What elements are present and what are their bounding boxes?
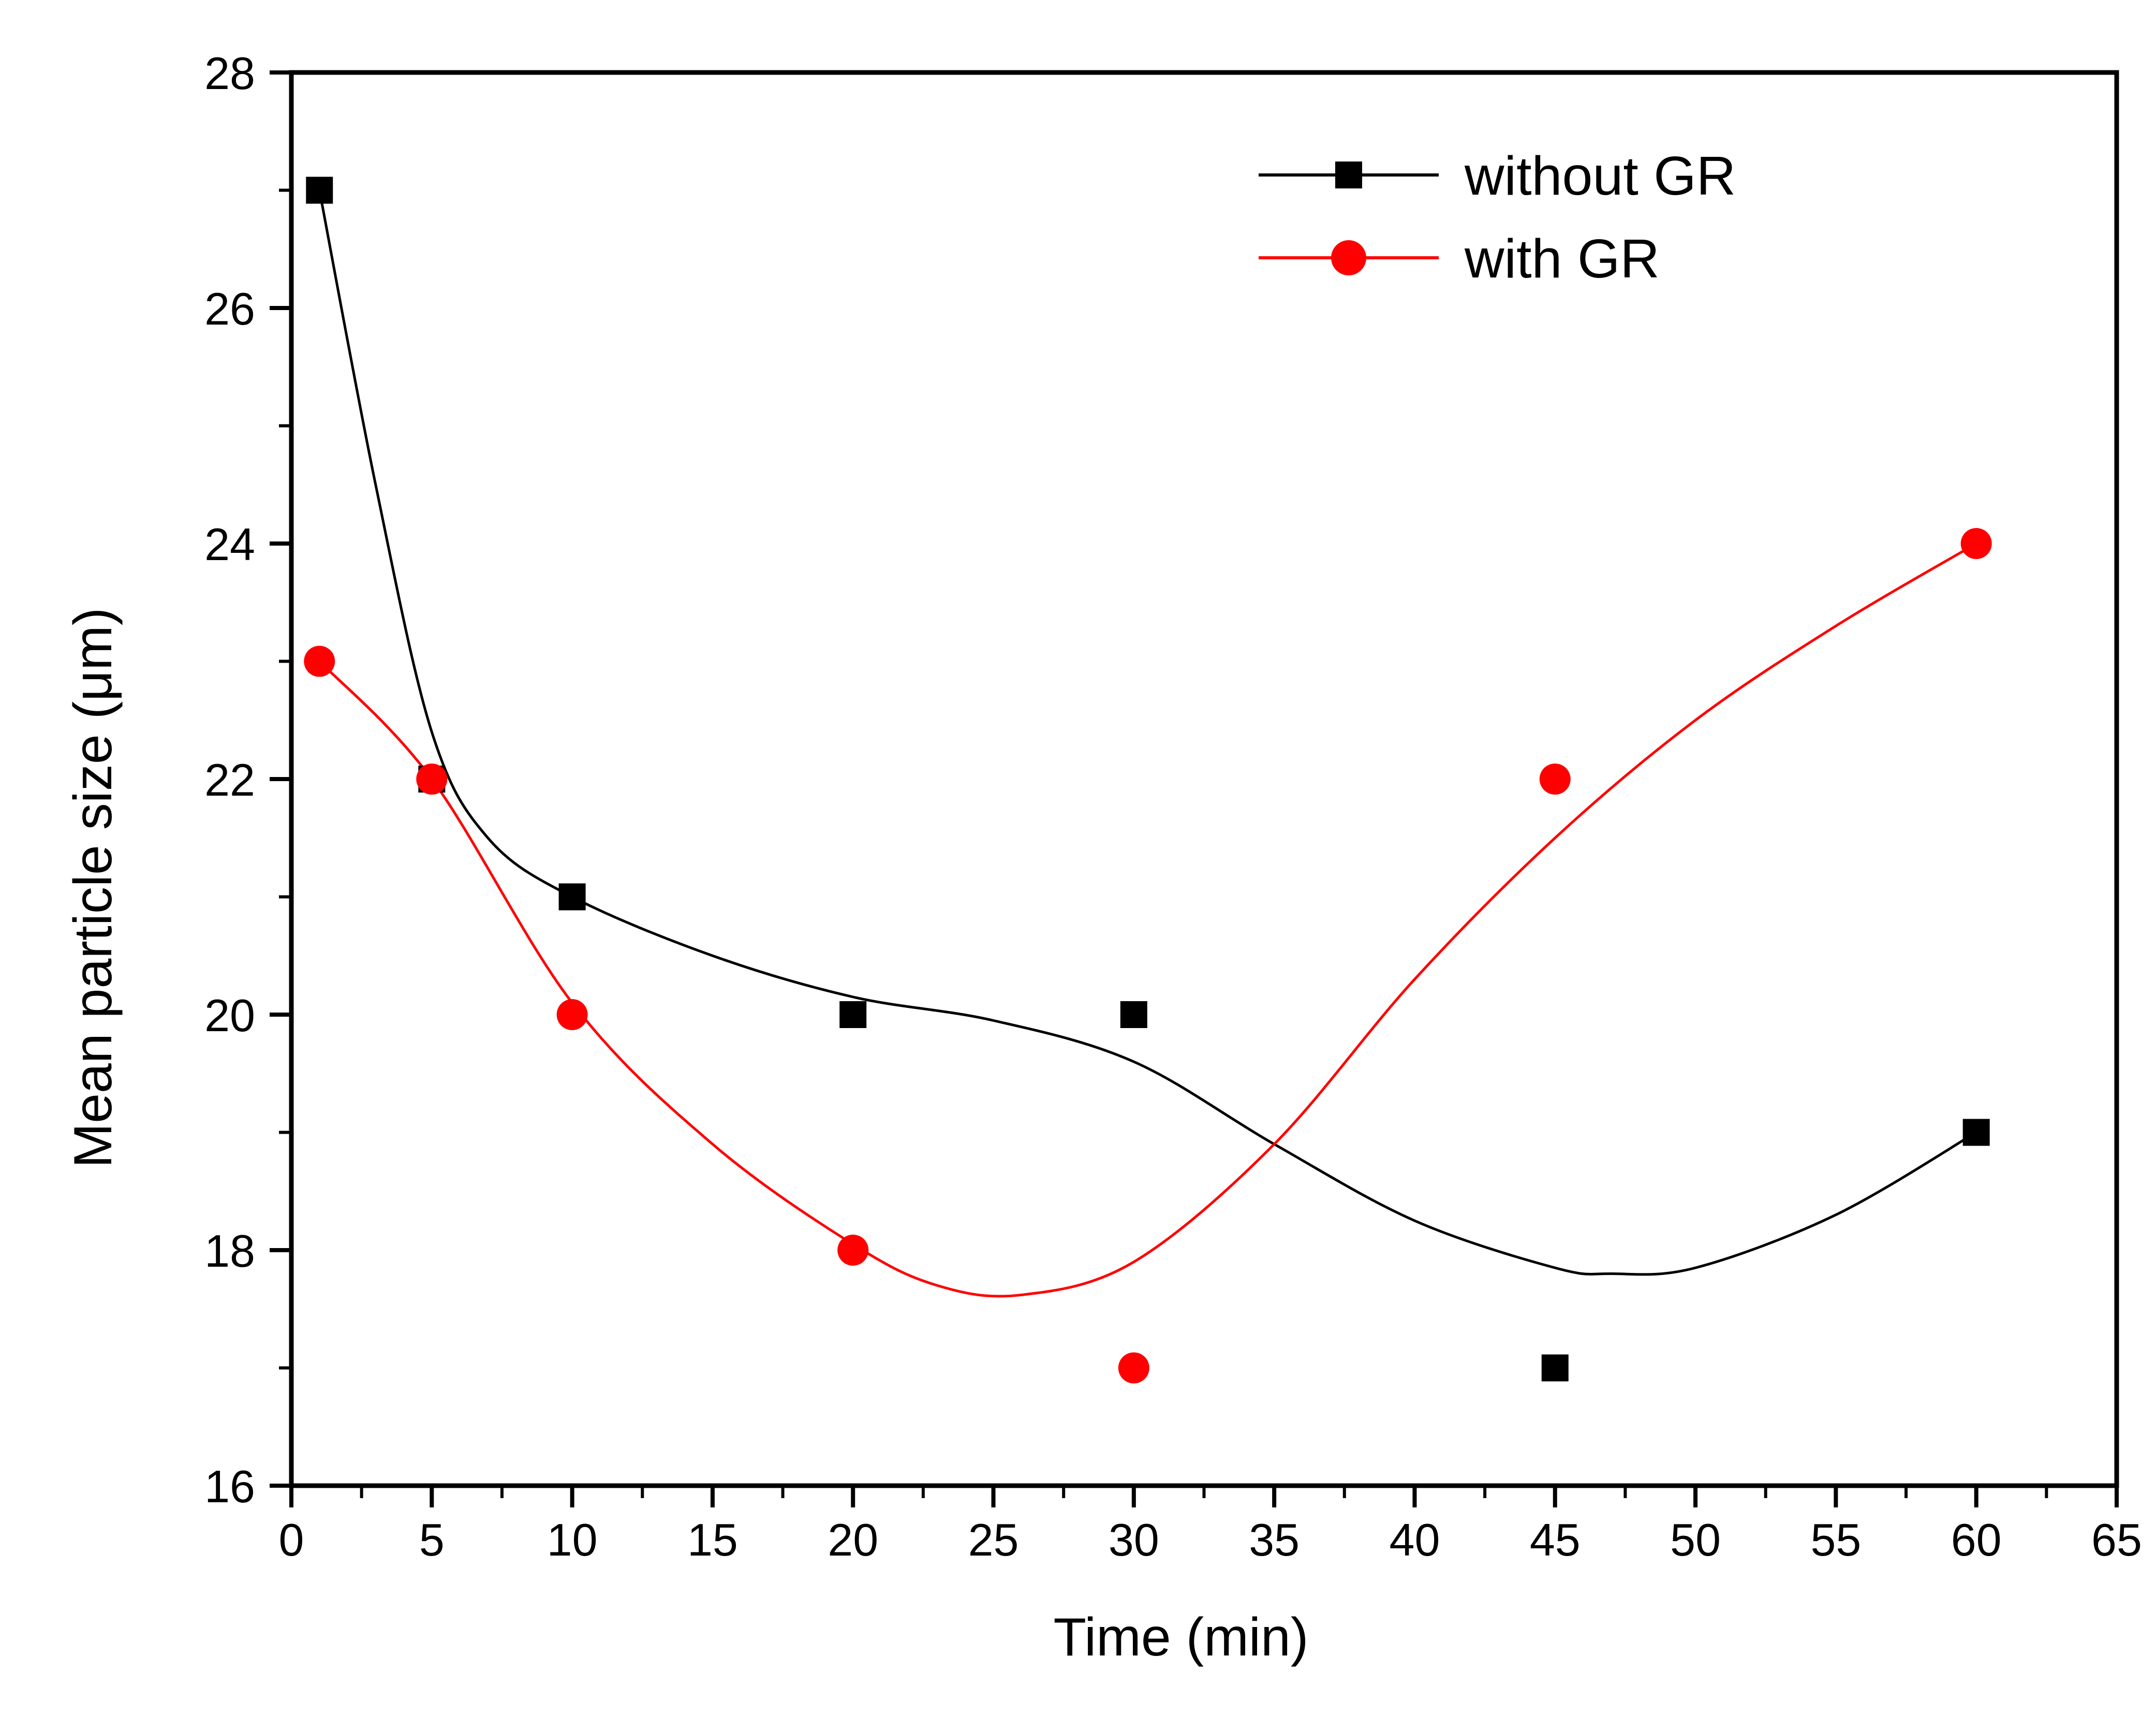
y-tick-label: 16 <box>204 1461 255 1512</box>
data-point-without-gr <box>1962 1119 1990 1146</box>
x-tick-label: 50 <box>1670 1514 1721 1565</box>
legend-label-without-gr: without GR <box>1464 145 1736 207</box>
data-point-with-gr <box>1118 1352 1149 1384</box>
fit-curve-without-gr <box>318 190 1977 1276</box>
data-point-without-gr <box>306 177 333 204</box>
x-tick-label: 20 <box>828 1514 878 1565</box>
data-point-with-gr <box>837 1235 869 1266</box>
x-tick-label: 25 <box>968 1514 1019 1565</box>
y-tick-label: 26 <box>204 283 255 334</box>
x-axis-title: Time (min) <box>1054 1607 1309 1667</box>
fit-curve-with-gr <box>318 542 1977 1298</box>
y-tick-label: 24 <box>204 519 255 570</box>
data-point-with-gr <box>556 999 588 1030</box>
legend-label-with-gr: with GR <box>1464 228 1660 289</box>
y-tick-label: 28 <box>204 48 255 99</box>
x-tick-label: 10 <box>547 1514 598 1565</box>
y-tick-label: 18 <box>204 1225 255 1277</box>
x-tick-label: 5 <box>419 1514 445 1565</box>
legend-marker-with-gr <box>1331 240 1366 275</box>
data-point-with-gr <box>1539 764 1571 795</box>
data-point-without-gr <box>839 1001 867 1028</box>
x-tick-label: 15 <box>687 1514 738 1565</box>
x-tick-label: 60 <box>1951 1514 2002 1565</box>
x-tick-label: 65 <box>2091 1514 2142 1565</box>
data-point-with-gr <box>304 646 335 677</box>
y-tick-label: 22 <box>204 754 255 805</box>
y-axis-title: Mean particle size (μm) <box>63 608 123 1168</box>
x-tick-label: 45 <box>1530 1514 1581 1565</box>
x-tick-label: 35 <box>1249 1514 1299 1565</box>
data-point-without-gr <box>558 883 586 911</box>
x-tick-label: 40 <box>1390 1514 1440 1565</box>
x-tick-label: 30 <box>1109 1514 1159 1565</box>
y-tick-label: 20 <box>204 990 255 1041</box>
x-tick-label: 0 <box>279 1514 304 1565</box>
data-point-without-gr <box>1120 1001 1147 1028</box>
data-point-without-gr <box>1541 1354 1569 1382</box>
x-tick-label: 55 <box>1810 1514 1861 1565</box>
data-point-with-gr <box>416 764 448 795</box>
plot-frame <box>289 70 2119 1488</box>
data-point-with-gr <box>1960 528 1992 559</box>
legend-marker-without-gr <box>1335 162 1362 188</box>
